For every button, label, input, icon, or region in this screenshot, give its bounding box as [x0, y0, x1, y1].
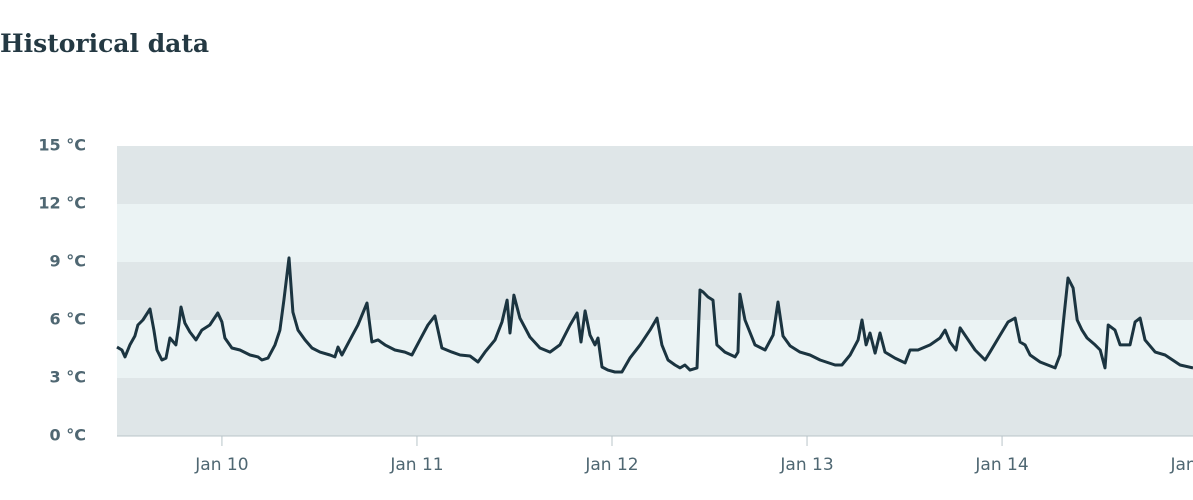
- y-tick-label: 15 °C: [38, 136, 86, 155]
- x-tick-label: Jan 10: [194, 455, 248, 475]
- band: [117, 204, 1193, 262]
- x-tick-label: Jan 13: [779, 455, 833, 475]
- y-tick-label: 9 °C: [50, 252, 86, 271]
- x-tick-label: Jan 14: [974, 455, 1028, 475]
- band: [117, 262, 1193, 320]
- band: [117, 146, 1193, 204]
- band: [117, 320, 1193, 378]
- y-tick-label: 12 °C: [38, 194, 86, 213]
- chart-title: Historical data: [0, 29, 209, 58]
- temperature-line: [116, 256, 1193, 374]
- y-tick-label: 3 °C: [50, 368, 86, 387]
- x-tick-label: Jan 12: [584, 455, 638, 475]
- y-tick-label: 0 °C: [50, 426, 86, 445]
- x-tick-label: Jan 15: [1169, 455, 1193, 475]
- band: [117, 378, 1193, 436]
- x-tick-label: Jan 11: [389, 455, 443, 475]
- y-tick-label: 6 °C: [50, 310, 86, 329]
